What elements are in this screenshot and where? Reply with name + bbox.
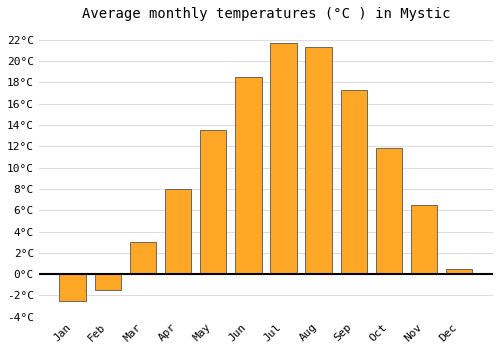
Bar bbox=[376, 148, 402, 274]
Bar bbox=[165, 189, 191, 274]
Bar bbox=[235, 77, 262, 274]
Bar bbox=[200, 130, 226, 274]
Bar bbox=[340, 90, 367, 274]
Bar bbox=[94, 274, 121, 290]
Bar bbox=[270, 43, 296, 274]
Bar bbox=[446, 269, 472, 274]
Title: Average monthly temperatures (°C ) in Mystic: Average monthly temperatures (°C ) in My… bbox=[82, 7, 450, 21]
Bar bbox=[60, 274, 86, 301]
Bar bbox=[130, 242, 156, 274]
Bar bbox=[306, 47, 332, 274]
Bar bbox=[411, 205, 438, 274]
